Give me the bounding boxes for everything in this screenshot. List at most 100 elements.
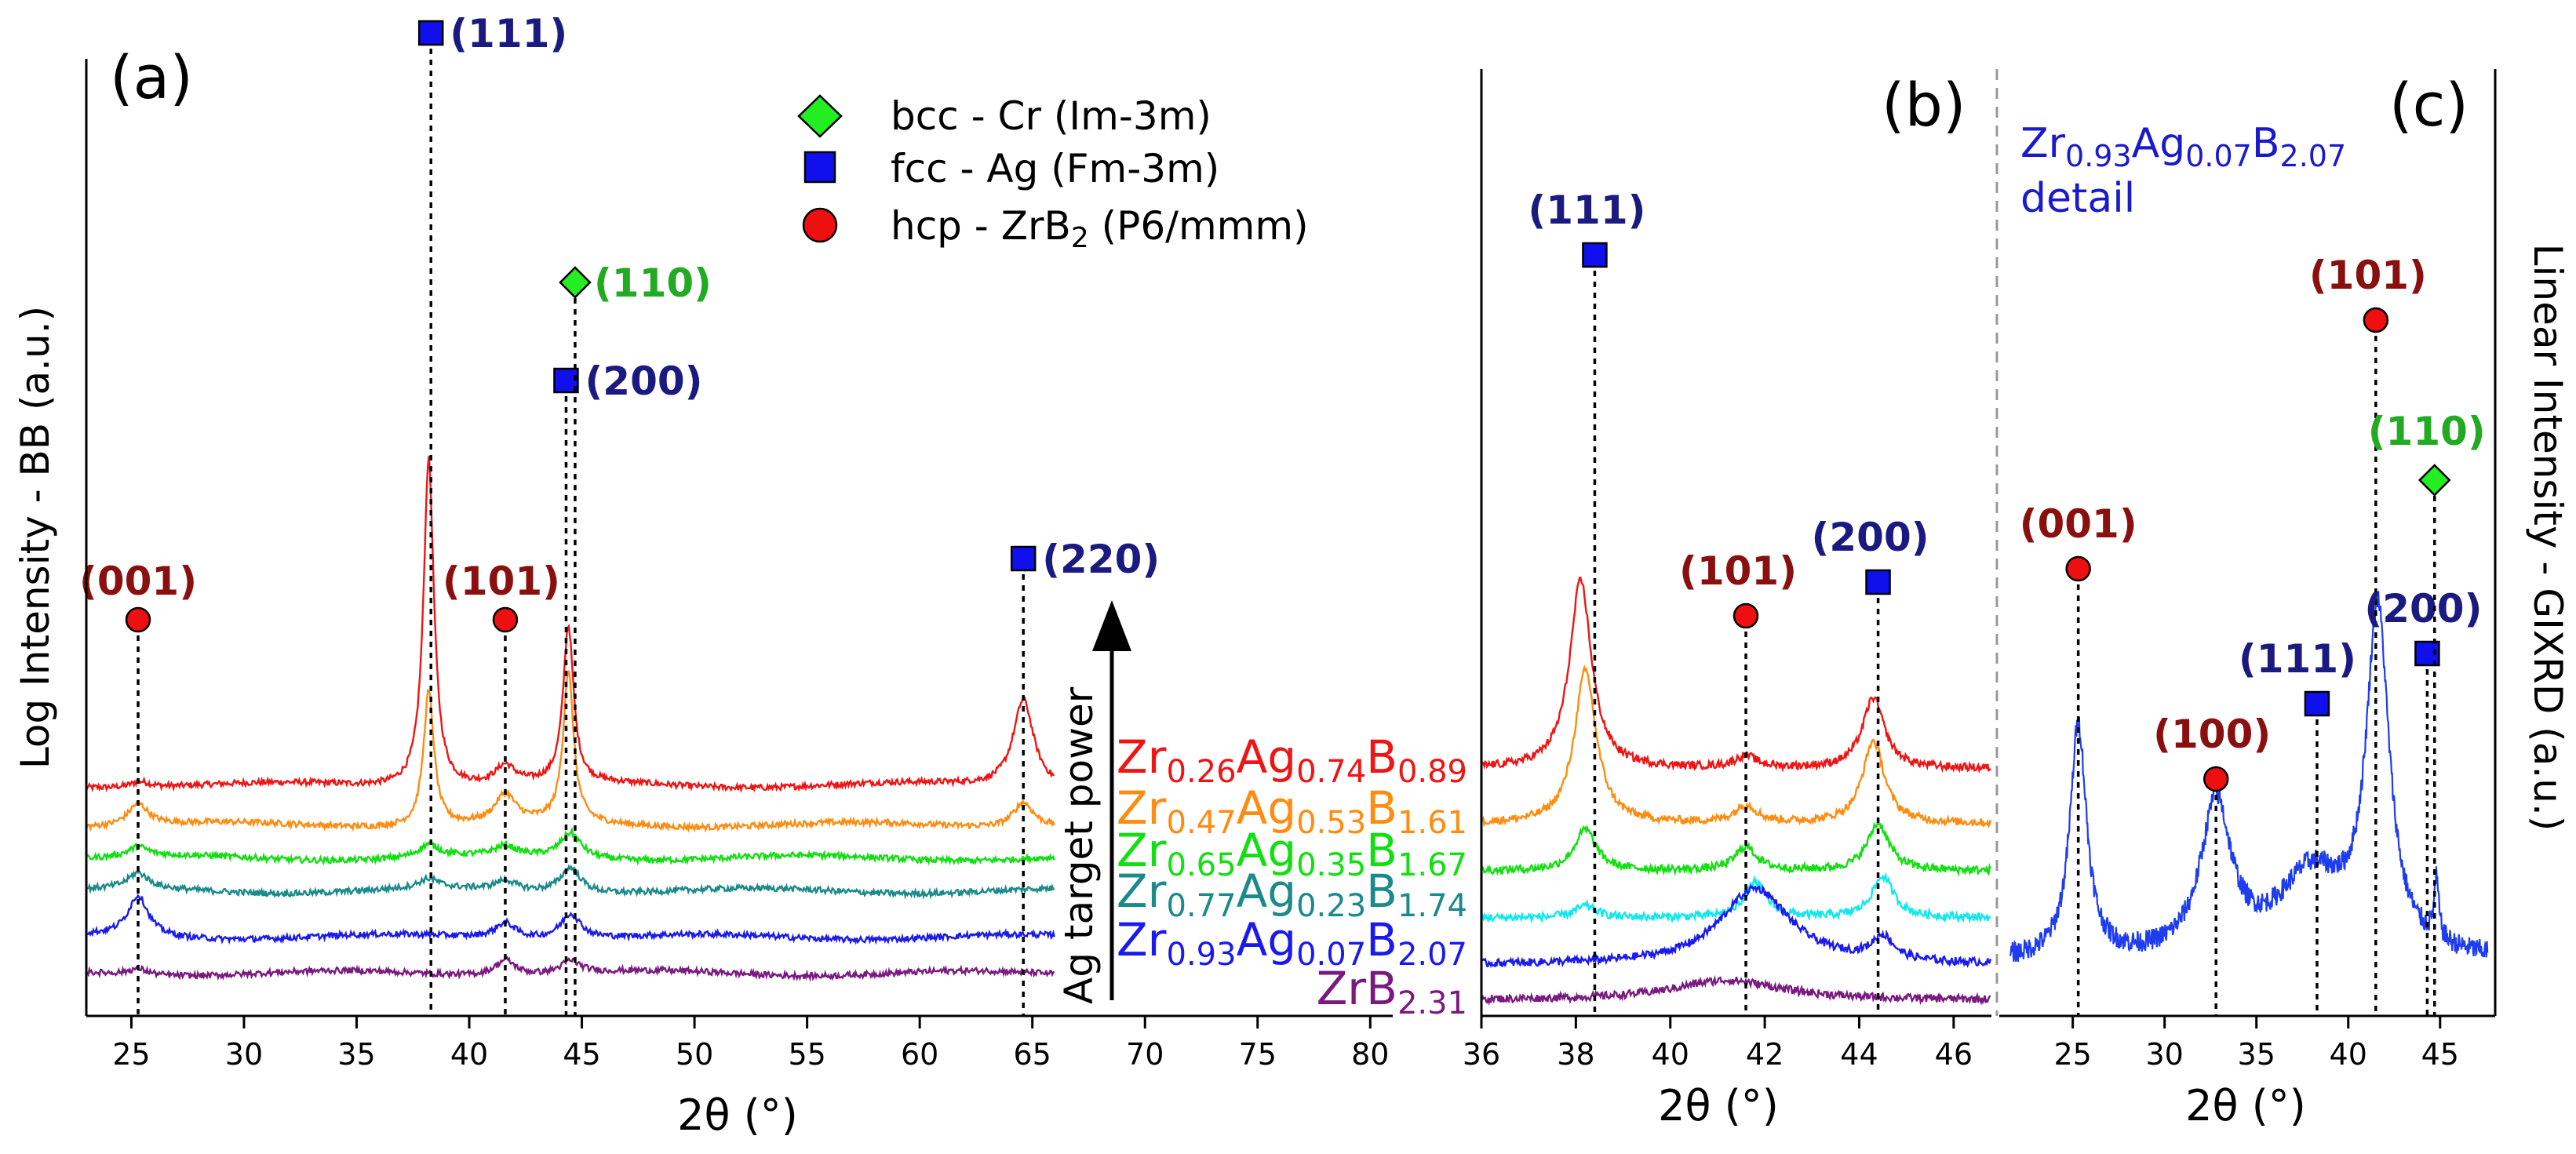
hkl-label: (110)	[594, 260, 712, 306]
panel-a-x-tick-label: 50	[676, 1037, 713, 1072]
circle-icon	[802, 207, 838, 243]
panel-a-x-tick-label: 70	[1126, 1037, 1164, 1072]
panel-b-x-label: 2θ (°)	[1658, 1081, 1779, 1130]
legend-label-cr: bcc - Cr (Im-3m)	[891, 93, 1211, 139]
panel-a-x-tick-label: 45	[563, 1037, 600, 1072]
panel-c-x-label: 2θ (°)	[2185, 1081, 2306, 1130]
hkl-label: (111)	[1528, 187, 1645, 233]
panel-a-x-tick-label: 40	[450, 1037, 488, 1072]
hkl-label: (111)	[450, 11, 567, 56]
panel-b-x-tick-label: 38	[1557, 1037, 1594, 1072]
hkl-label: (220)	[1042, 537, 1160, 582]
hkl-label: (101)	[2309, 253, 2427, 298]
ref-marker-square-icon	[1010, 545, 1037, 572]
ref-marker-square-icon	[417, 20, 444, 46]
legend-label-ag: fcc - Ag (Fm-3m)	[891, 146, 1219, 191]
series-line-b-0	[1480, 577, 1991, 774]
panel-a: (001) (111) (101) (200) (110) (220) 25 30 35 40 4…	[13, 11, 1467, 1140]
ref-marker-b-circle-icon	[1733, 602, 1759, 629]
panel-c-series	[2009, 591, 2489, 962]
ref-marker-c-circle-icon	[2203, 766, 2229, 792]
legend-label-zrb2: hcp - ZrB2 (P6/mmm)	[891, 203, 1309, 254]
hkl-label: (001)	[2020, 501, 2137, 547]
panel-b: (111) (101) (200) 36 38 40 42 44 46 (b) 2θ (°)	[1463, 69, 1998, 1130]
panel-b-x-tick-label: 44	[1840, 1037, 1878, 1072]
composition-label: Zr0.93Ag0.07B2.07	[1117, 913, 1467, 973]
panel-a-x-label: 2θ (°)	[677, 1090, 798, 1140]
panel-a-label: (a)	[110, 42, 193, 112]
panel-b-x-tick-label: 42	[1746, 1037, 1784, 1072]
legend-item-zrb2: hcp - ZrB2 (P6/mmm)	[802, 203, 1309, 254]
series-line-b-2	[1480, 820, 1991, 877]
panel-c-title-detail: detail	[2020, 175, 2135, 222]
hkl-label: (200)	[1812, 515, 1929, 560]
ref-marker-c-diamond-icon	[2418, 464, 2451, 497]
panel-c: (001) (100) (111) (101) (200) (110) 25 30 35 40 4…	[1999, 69, 2571, 1130]
series-line-Zr0.93Ag0.07B2.07	[86, 894, 1055, 945]
panel-a-reference-lines: (001) (111) (101) (200) (110) (220)	[79, 11, 1160, 1016]
hkl-label: (101)	[1679, 548, 1797, 594]
series-line-b-4	[1481, 884, 1991, 969]
hkl-label: (200)	[585, 359, 702, 404]
panel-a-x-tick-label: 35	[337, 1037, 375, 1072]
arrow-label: Ag target power	[1056, 686, 1102, 1004]
panel-a-x-tick-label: 65	[1014, 1037, 1051, 1072]
panel-b-x-ticks: 36 38 40 42 44 46	[1463, 1016, 1973, 1072]
ref-marker-c-square-icon	[2304, 690, 2330, 717]
ref-marker-circle-icon	[125, 606, 151, 633]
panel-a-x-ticks: 25 30 35 40 45 50 55 60 65 70 75 80	[112, 1016, 1389, 1072]
panel-a-y-label: Log Intensity - BB (a.u.)	[13, 306, 58, 769]
composition-labels: Zr0.26Ag0.74B0.89Zr0.47Ag0.53B1.61Zr0.65…	[1117, 730, 1467, 1021]
legend-item-ag: fcc - Ag (Fm-3m)	[803, 146, 1219, 191]
panel-c-x-tick-label: 40	[2330, 1037, 2367, 1072]
panel-b-x-tick-label: 40	[1652, 1037, 1689, 1072]
composition-label: Zr0.65Ag0.35B1.67	[1117, 824, 1467, 883]
arrow-up-icon	[1092, 600, 1131, 651]
panel-c-title: Zr0.93Ag0.07B2.07	[2020, 120, 2346, 173]
series-line-c	[2009, 591, 2489, 962]
ref-marker-c-circle-icon	[2363, 307, 2389, 333]
series-line-Zr0.77Ag0.23B1.74	[86, 864, 1055, 901]
panel-b-series	[1480, 577, 1991, 1007]
composition-label: Zr0.77Ag0.23B1.74	[1117, 865, 1467, 924]
ref-marker-circle-icon	[492, 606, 519, 633]
ag-power-arrow: Ag target power	[1056, 600, 1131, 1004]
series-line-Zr0.26Ag0.74B0.89	[85, 456, 1055, 794]
panel-a-x-tick-label: 55	[788, 1037, 825, 1072]
panel-b-x-tick-label: 36	[1463, 1037, 1500, 1072]
ref-marker-diamond-icon	[559, 266, 592, 299]
ref-marker-c-circle-icon	[2065, 555, 2091, 582]
series-line-Zr0.65Ag0.35B1.67	[85, 826, 1055, 866]
panel-c-y-label: Linear Intensity - GIXRD (a.u.)	[2525, 244, 2571, 832]
diamond-icon	[797, 94, 843, 138]
panel-b-x-tick-label: 46	[1935, 1037, 1973, 1072]
legend: bcc - Cr (Im-3m) fcc - Ag (Fm-3m) hcp - …	[797, 93, 1309, 254]
panel-c-reference-lines: (001) (100) (111) (101) (200) (110)	[2020, 253, 2486, 1016]
hkl-label: (101)	[443, 559, 560, 604]
ref-marker-b-square-icon	[1582, 242, 1608, 268]
hkl-label: (110)	[2368, 409, 2486, 454]
panel-c-x-tick-label: 35	[2238, 1037, 2275, 1072]
panel-b-reference-lines: (111) (101) (200)	[1528, 187, 1929, 1016]
panel-a-x-tick-label: 80	[1351, 1037, 1389, 1072]
panel-c-x-tick-label: 45	[2421, 1037, 2459, 1072]
legend-item-cr: bcc - Cr (Im-3m)	[797, 93, 1211, 139]
panel-a-x-tick-label: 75	[1239, 1037, 1277, 1072]
panel-a-x-tick-label: 30	[225, 1037, 263, 1072]
hkl-label: (100)	[2153, 712, 2271, 757]
hkl-label: (111)	[2239, 636, 2356, 682]
panel-a-x-tick-label: 25	[112, 1037, 150, 1072]
square-icon	[803, 151, 836, 184]
panel-c-label: (c)	[2389, 70, 2469, 140]
series-line-b-3	[1480, 872, 1991, 924]
ref-marker-b-square-icon	[1865, 569, 1891, 595]
composition-label: Zr0.47Ag0.53B1.61	[1117, 781, 1467, 841]
panel-c-x-ticks: 25 30 35 40 45	[2053, 1016, 2459, 1072]
panel-a-x-tick-label: 60	[901, 1037, 938, 1072]
panel-b-label: (b)	[1882, 70, 1966, 140]
series-line-Zr0.47Ag0.53B1.61	[86, 670, 1055, 833]
hkl-label: (001)	[79, 559, 197, 604]
panel-c-x-tick-label: 25	[2053, 1037, 2091, 1072]
composition-label: Zr0.26Ag0.74B0.89	[1117, 730, 1467, 790]
